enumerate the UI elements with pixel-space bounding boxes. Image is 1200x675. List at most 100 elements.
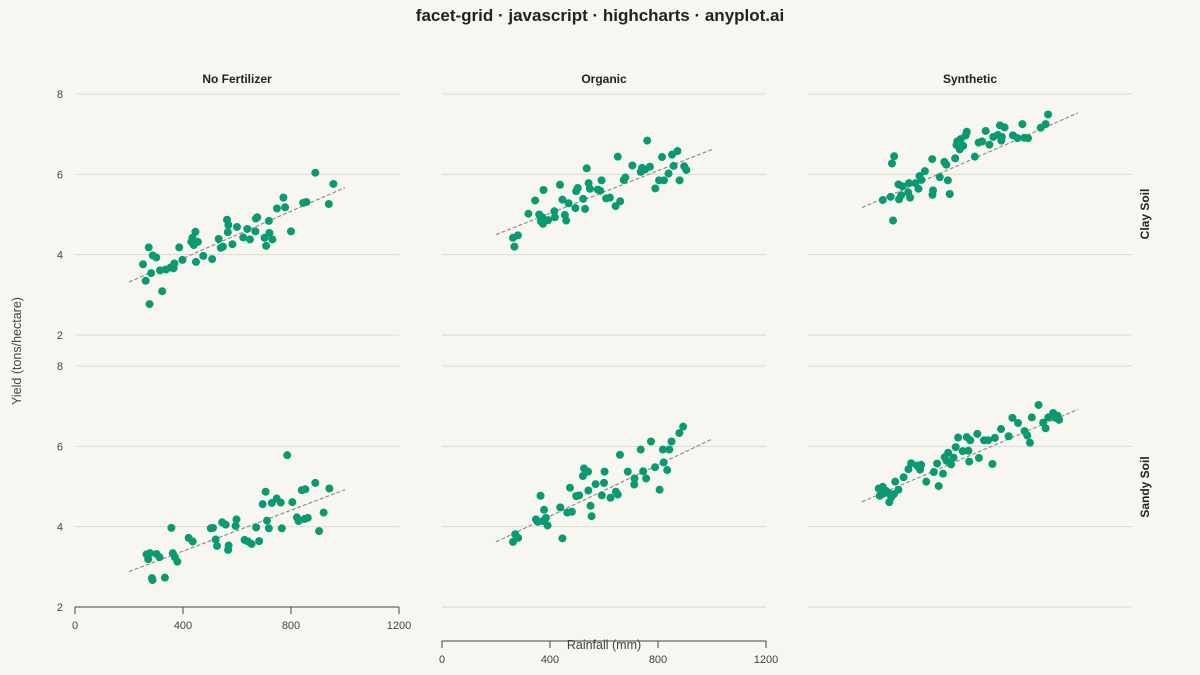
data-point[interactable] <box>224 220 233 229</box>
data-point[interactable] <box>970 152 979 161</box>
data-point[interactable] <box>584 467 593 476</box>
data-point[interactable] <box>643 136 652 145</box>
data-point[interactable] <box>651 184 660 193</box>
data-point[interactable] <box>933 459 942 468</box>
data-point[interactable] <box>228 240 237 249</box>
data-point[interactable] <box>324 200 333 209</box>
data-point[interactable] <box>651 463 660 472</box>
data-point[interactable] <box>658 153 667 162</box>
data-point[interactable] <box>536 491 545 500</box>
data-point[interactable] <box>899 473 908 482</box>
data-point[interactable] <box>276 498 285 507</box>
data-point[interactable] <box>965 457 974 466</box>
data-point[interactable] <box>922 477 931 486</box>
data-point[interactable] <box>315 527 324 536</box>
data-point[interactable] <box>214 235 223 244</box>
data-point[interactable] <box>232 515 241 524</box>
data-point[interactable] <box>262 241 271 250</box>
data-point[interactable] <box>571 204 580 213</box>
data-point[interactable] <box>541 513 550 522</box>
data-point[interactable] <box>573 183 582 192</box>
data-point[interactable] <box>550 207 559 216</box>
data-point[interactable] <box>639 467 648 476</box>
data-point[interactable] <box>959 141 968 150</box>
data-point[interactable] <box>673 147 682 156</box>
data-point[interactable] <box>211 535 220 544</box>
data-point[interactable] <box>984 436 993 445</box>
data-point[interactable] <box>942 160 951 169</box>
data-point[interactable] <box>587 512 596 521</box>
data-point[interactable] <box>887 159 896 168</box>
data-point[interactable] <box>663 466 672 475</box>
data-point[interactable] <box>889 216 898 225</box>
data-point[interactable] <box>175 243 184 252</box>
data-point[interactable] <box>929 468 938 477</box>
data-point[interactable] <box>978 137 987 146</box>
data-point[interactable] <box>636 445 645 454</box>
data-point[interactable] <box>170 259 179 268</box>
data-point[interactable] <box>268 235 277 244</box>
data-point[interactable] <box>613 490 622 499</box>
data-point[interactable] <box>659 176 668 185</box>
data-point[interactable] <box>682 165 691 174</box>
data-point[interactable] <box>156 266 165 275</box>
data-point[interactable] <box>524 209 533 218</box>
data-point[interactable] <box>279 193 288 202</box>
data-point[interactable] <box>904 179 913 188</box>
data-point[interactable] <box>605 193 614 202</box>
data-point[interactable] <box>997 425 1006 434</box>
data-point[interactable] <box>951 154 960 163</box>
data-point[interactable] <box>951 443 960 452</box>
data-point[interactable] <box>891 477 900 486</box>
data-point[interactable] <box>600 478 608 487</box>
data-point[interactable] <box>531 196 540 205</box>
data-point[interactable] <box>894 485 903 494</box>
data-point[interactable] <box>917 175 926 184</box>
data-point[interactable] <box>558 195 567 204</box>
data-point[interactable] <box>669 161 678 170</box>
data-point[interactable] <box>934 482 943 491</box>
data-point[interactable] <box>147 269 156 278</box>
data-point[interactable] <box>265 228 274 237</box>
data-point[interactable] <box>929 186 938 195</box>
data-point[interactable] <box>167 523 176 532</box>
data-point[interactable] <box>935 173 944 182</box>
data-point[interactable] <box>261 487 270 496</box>
data-point[interactable] <box>596 186 605 195</box>
data-point[interactable] <box>675 429 684 438</box>
data-point[interactable] <box>146 549 155 558</box>
data-point[interactable] <box>513 231 522 240</box>
data-point[interactable] <box>1034 400 1043 409</box>
data-point[interactable] <box>878 196 887 205</box>
data-point[interactable] <box>988 460 997 469</box>
data-point[interactable] <box>997 132 1006 141</box>
data-point[interactable] <box>623 467 632 476</box>
data-point[interactable] <box>288 498 297 507</box>
data-point[interactable] <box>158 287 167 296</box>
data-point[interactable] <box>575 491 584 500</box>
data-point[interactable] <box>630 474 639 483</box>
data-point[interactable] <box>329 179 338 188</box>
data-point[interactable] <box>990 433 999 442</box>
data-point[interactable] <box>251 227 260 236</box>
data-point[interactable] <box>208 255 217 264</box>
data-point[interactable] <box>974 453 983 462</box>
data-point[interactable] <box>1055 415 1064 424</box>
data-point[interactable] <box>311 168 320 177</box>
data-point[interactable] <box>152 253 161 262</box>
data-point[interactable] <box>920 167 929 176</box>
data-point[interactable] <box>239 233 248 242</box>
data-point[interactable] <box>264 524 273 533</box>
data-point[interactable] <box>597 491 606 500</box>
data-point[interactable] <box>199 251 208 260</box>
data-point[interactable] <box>272 204 281 213</box>
data-point[interactable] <box>621 173 630 182</box>
data-point[interactable] <box>585 184 594 193</box>
data-point[interactable] <box>514 533 523 542</box>
data-point[interactable] <box>962 127 971 136</box>
data-point[interactable] <box>943 176 952 185</box>
data-point[interactable] <box>173 557 182 566</box>
data-point[interactable] <box>664 169 673 178</box>
data-point[interactable] <box>145 300 154 309</box>
data-point[interactable] <box>645 162 654 171</box>
